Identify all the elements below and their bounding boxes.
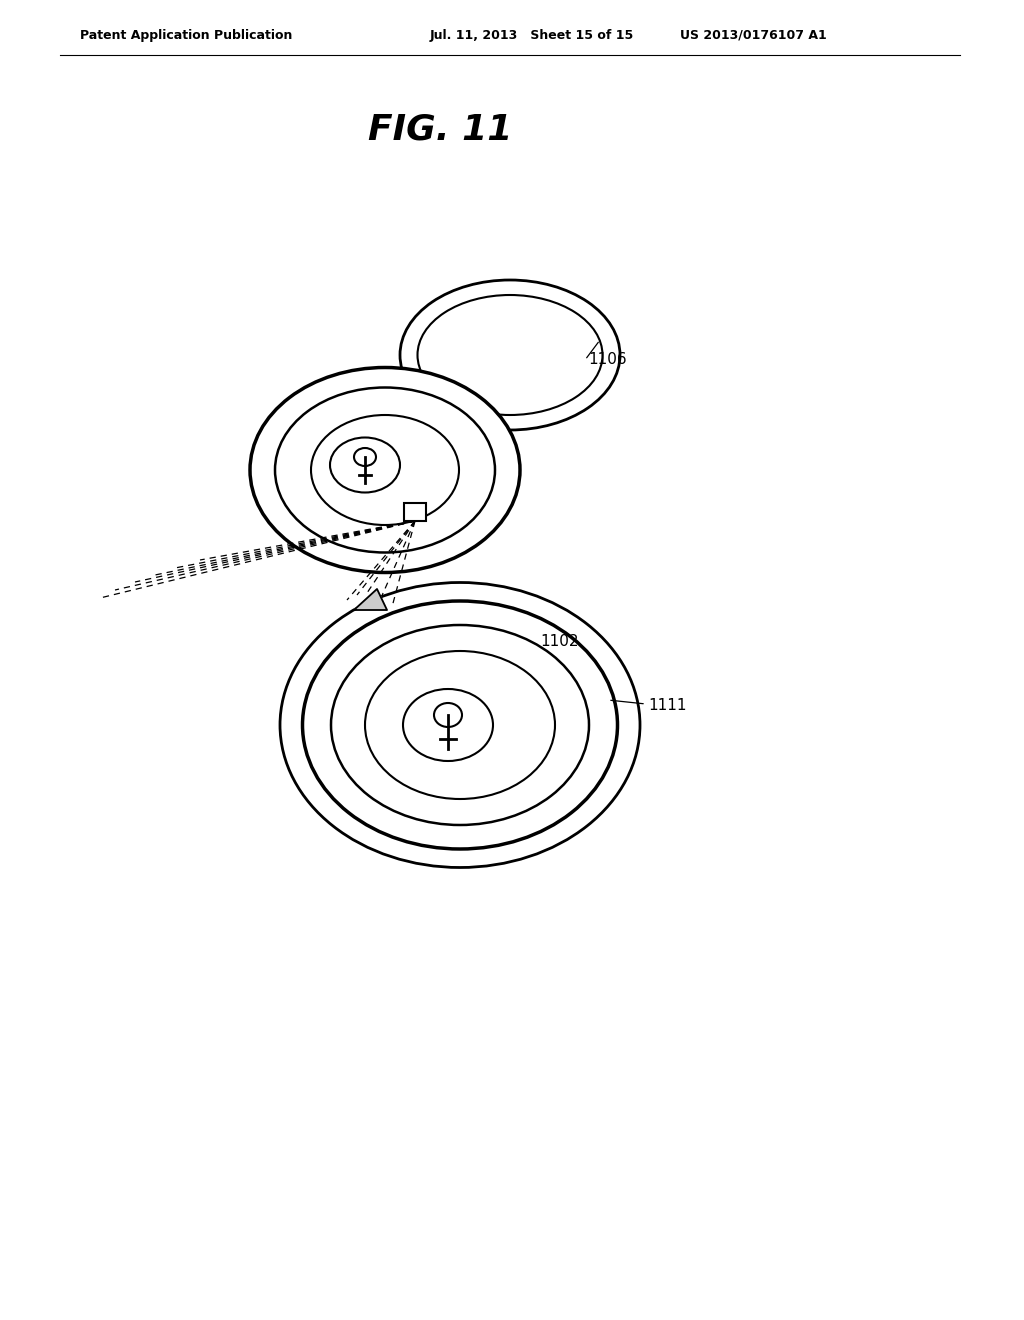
Text: Jul. 11, 2013   Sheet 15 of 15: Jul. 11, 2013 Sheet 15 of 15 bbox=[430, 29, 634, 41]
Ellipse shape bbox=[365, 651, 555, 799]
Ellipse shape bbox=[403, 689, 493, 762]
Ellipse shape bbox=[354, 447, 376, 466]
Ellipse shape bbox=[330, 437, 400, 492]
Ellipse shape bbox=[275, 388, 495, 553]
Ellipse shape bbox=[250, 367, 520, 573]
Ellipse shape bbox=[280, 582, 640, 867]
Ellipse shape bbox=[331, 624, 589, 825]
Text: 1102: 1102 bbox=[540, 635, 579, 649]
Ellipse shape bbox=[302, 601, 617, 849]
Polygon shape bbox=[354, 589, 387, 610]
Text: 1104: 1104 bbox=[440, 478, 478, 492]
Bar bbox=[404, 503, 426, 521]
Text: Patent Application Publication: Patent Application Publication bbox=[80, 29, 293, 41]
Ellipse shape bbox=[434, 704, 462, 727]
Text: 1106: 1106 bbox=[588, 352, 627, 367]
Text: US 2013/0176107 A1: US 2013/0176107 A1 bbox=[680, 29, 826, 41]
Text: 1111: 1111 bbox=[648, 697, 686, 713]
Ellipse shape bbox=[400, 280, 620, 430]
Text: FIG. 11: FIG. 11 bbox=[368, 114, 512, 147]
Ellipse shape bbox=[311, 414, 459, 525]
Ellipse shape bbox=[418, 294, 602, 414]
